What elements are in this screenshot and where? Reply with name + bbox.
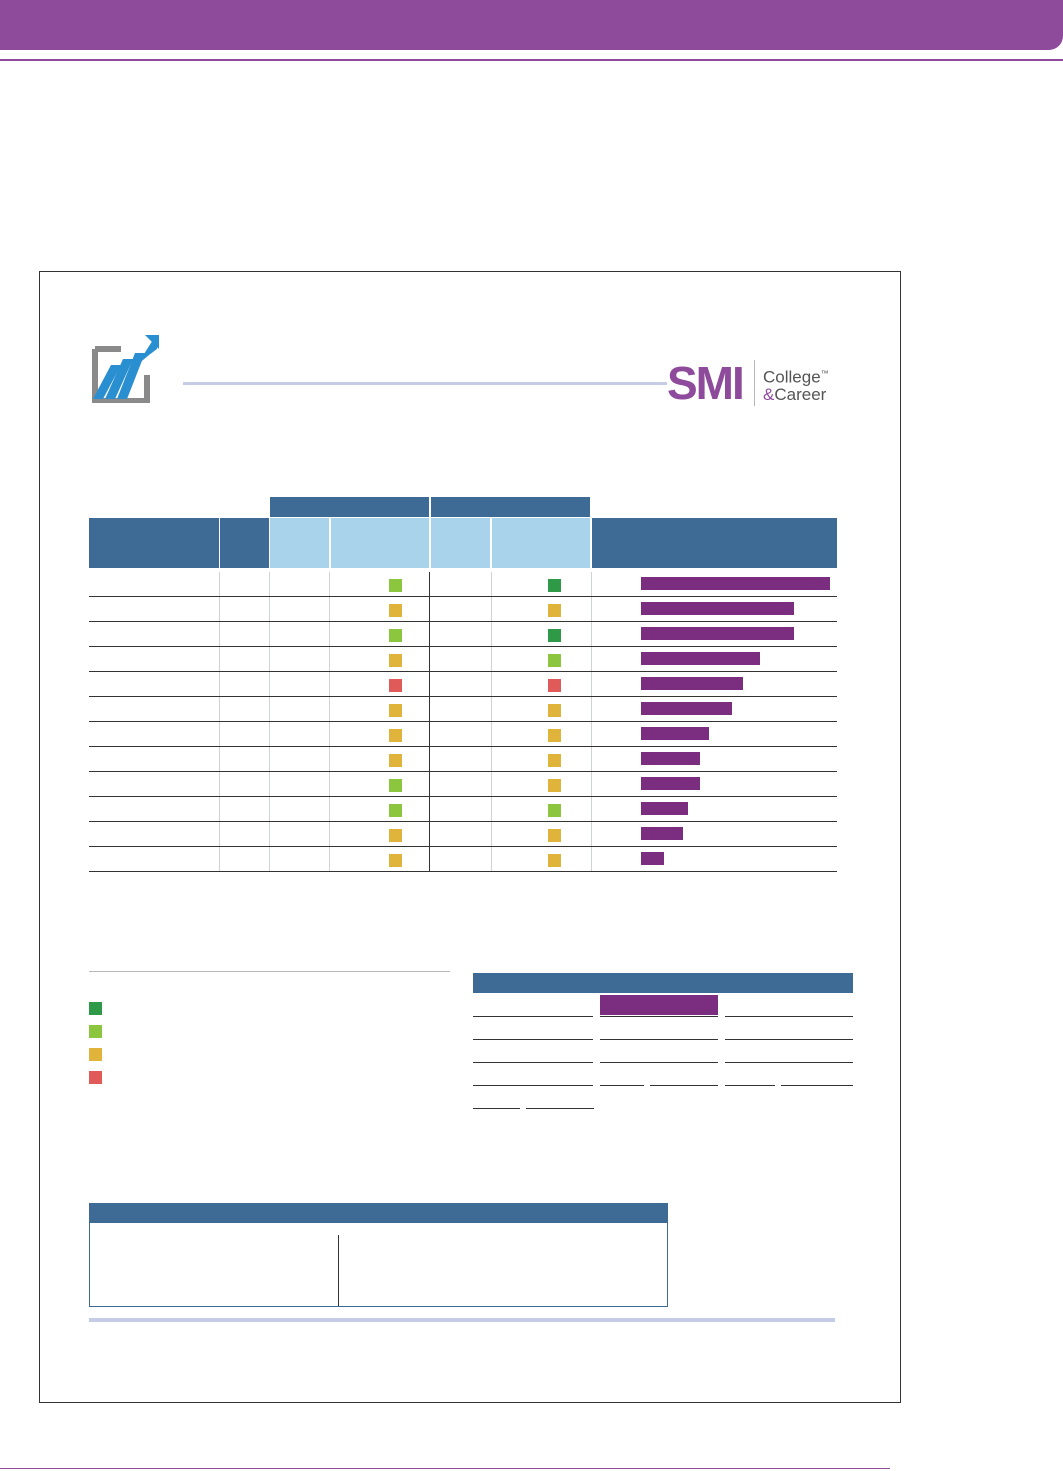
growth-chart-icon [92,335,159,403]
status-square-a [389,804,402,817]
brand-name: SMI [667,357,745,409]
status-square-a [389,779,402,792]
group-header-a [270,497,429,517]
status-square-b [548,829,561,842]
status-square-b [548,854,561,867]
progress-bar [641,602,794,615]
status-square-a [389,854,402,867]
status-square-b [548,729,561,742]
table-row [89,697,837,722]
grid-highlight-cell [600,995,718,1015]
status-square-b [548,654,561,667]
progress-bar [641,777,700,790]
table-row [89,797,837,822]
brand-line2: Career [774,385,827,404]
notes-header [89,1203,668,1223]
table-row [89,647,837,672]
status-square-b [548,679,561,692]
progress-bar [641,577,830,590]
column-header-name [89,518,219,568]
progress-bar [641,627,794,640]
status-square-a [389,829,402,842]
status-square-a [389,579,402,592]
status-square-b [548,604,561,617]
status-square-b [548,579,561,592]
column-header-bar [592,518,837,568]
status-square-b [548,629,561,642]
progress-bar [641,677,743,690]
notes-box [89,1203,668,1307]
status-square-b [548,754,561,767]
notes-divider [338,1235,339,1306]
table-row [89,772,837,797]
status-square-a [389,704,402,717]
status-square-b [548,804,561,817]
status-square-a [389,754,402,767]
brand-line1: College [763,367,821,387]
status-square-a [389,604,402,617]
table-row [89,747,837,772]
footer-rule [89,1318,835,1322]
brand-divider [754,360,755,406]
header-rule [183,382,667,385]
legend-rule [89,971,450,972]
progress-bar [641,727,709,740]
legend-swatch [89,1048,102,1061]
bottom-divider [0,1468,890,1469]
progress-bar [641,752,700,765]
status-square-a [389,654,402,667]
column-header-a1 [270,518,329,568]
progress-bar [641,652,760,665]
legend-swatch [89,1002,102,1015]
top-banner [0,0,1063,50]
column-header-a2 [331,518,429,568]
score-grid [473,973,853,1113]
table-row [89,572,837,597]
progress-bar [641,827,683,840]
progress-bar [641,802,688,815]
table-body [89,572,837,872]
top-divider [0,59,1063,61]
legend-swatch [89,1071,102,1084]
table-row [89,847,837,872]
column-header-b2 [492,518,590,568]
table-row [89,672,837,697]
status-square-a [389,679,402,692]
brand-logo: SMI College™ &Career [667,358,847,410]
status-square-b [548,779,561,792]
progress-bar [641,852,664,865]
column-header-b1 [431,518,490,568]
legend-swatch [89,1025,102,1038]
table-row [89,822,837,847]
table-row [89,597,837,622]
status-square-b [548,704,561,717]
table-row [89,622,837,647]
brand-trademark: ™ [820,369,829,378]
group-header-b [431,497,590,517]
status-square-a [389,729,402,742]
grid-header [473,973,853,993]
progress-bar [641,702,732,715]
table-row [89,722,837,747]
column-header-count [220,518,269,568]
results-table [89,497,837,873]
brand-amp: & [763,385,775,404]
status-square-a [389,629,402,642]
